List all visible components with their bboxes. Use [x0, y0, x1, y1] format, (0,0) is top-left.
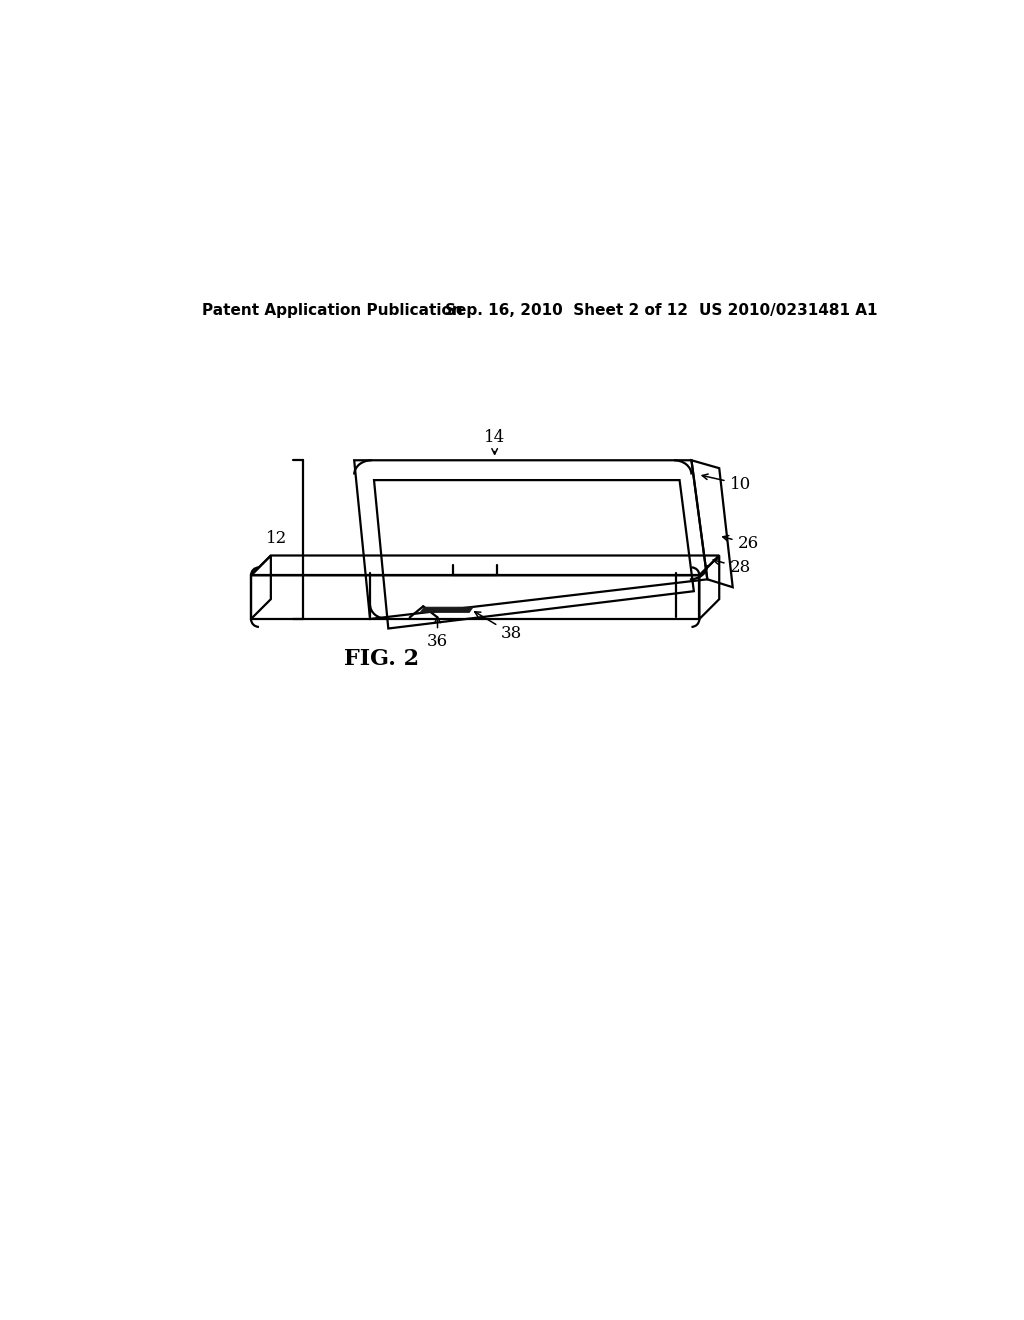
Text: 28: 28 [714, 558, 751, 576]
Text: Patent Application Publication: Patent Application Publication [202, 304, 463, 318]
Text: 10: 10 [702, 474, 751, 492]
Text: Sep. 16, 2010  Sheet 2 of 12: Sep. 16, 2010 Sheet 2 of 12 [445, 304, 688, 318]
Polygon shape [420, 607, 473, 612]
Text: FIG. 2: FIG. 2 [344, 648, 420, 669]
Text: 38: 38 [475, 611, 522, 643]
Text: 12: 12 [265, 529, 287, 546]
Text: 26: 26 [723, 535, 759, 552]
Text: US 2010/0231481 A1: US 2010/0231481 A1 [699, 304, 878, 318]
Text: 14: 14 [484, 429, 505, 454]
Text: 36: 36 [427, 618, 449, 651]
